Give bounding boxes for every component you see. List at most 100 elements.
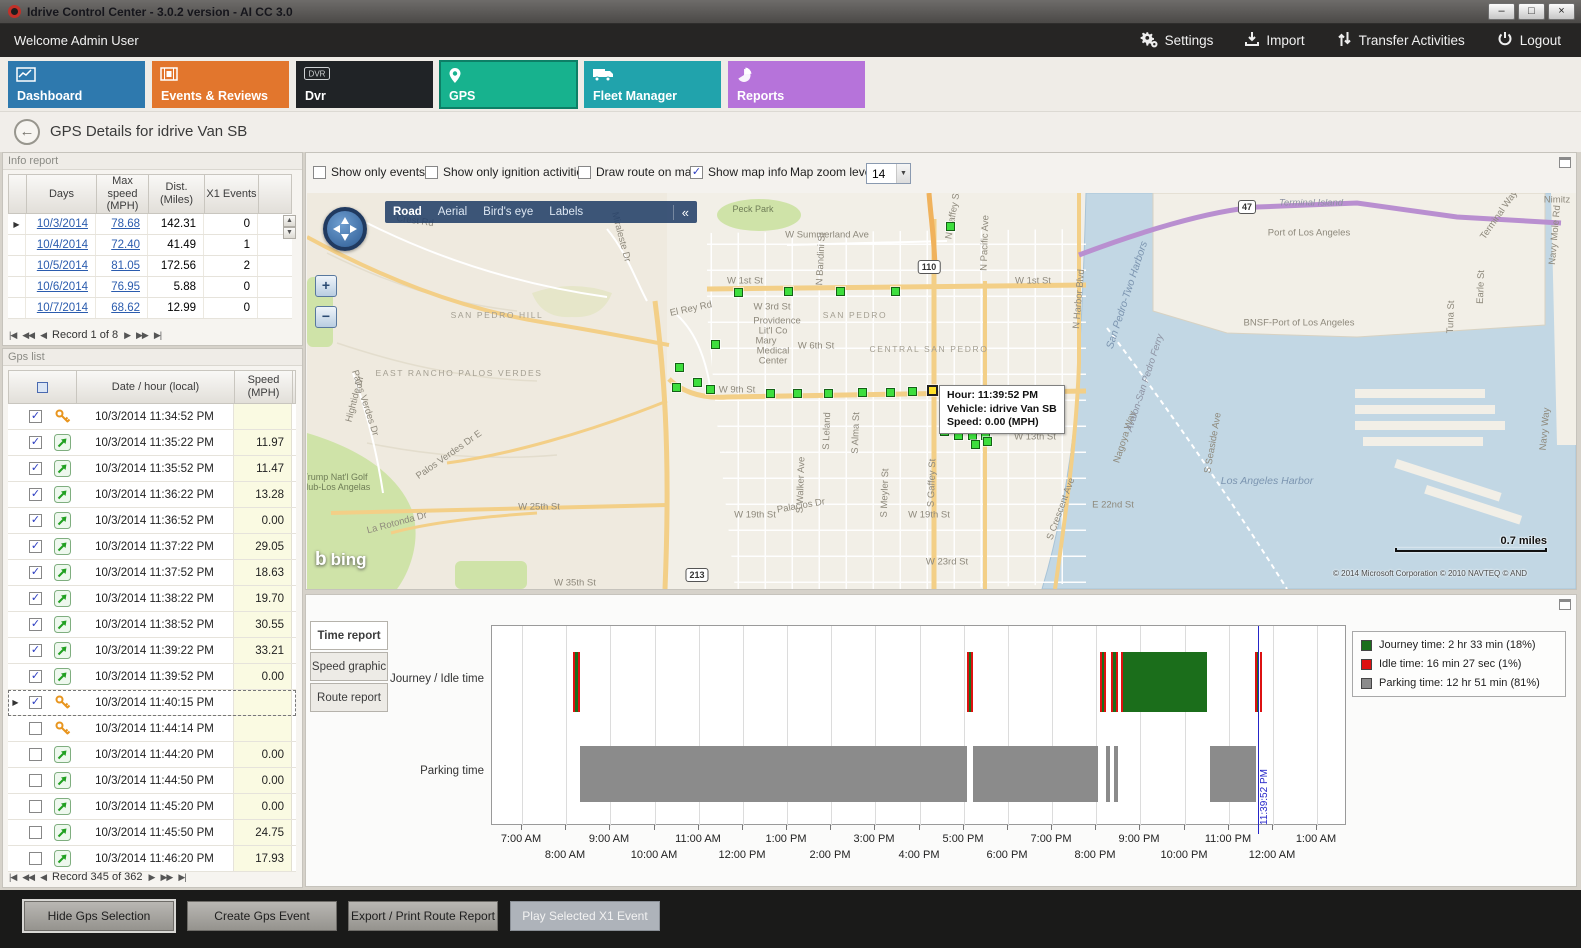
map-option-checkbox[interactable]: ✓ [690, 165, 703, 179]
map-zoom-select[interactable]: 14 ▼ [866, 163, 911, 184]
row-checkbox[interactable]: ✓ [29, 644, 42, 657]
map-option-1[interactable]: Show only events [313, 165, 425, 179]
day-link[interactable]: 10/7/2014 [26, 298, 96, 318]
row-checkbox[interactable]: ✓ [29, 670, 42, 683]
gps-row[interactable]: ✓ 10/3/2014 11:37:52 PM 18.63 [8, 560, 296, 586]
gps-point-marker[interactable] [908, 387, 917, 396]
map-view-bird-s-eye[interactable]: Bird's eye [483, 206, 534, 218]
tab-speed-graphic[interactable]: Speed graphic [310, 652, 388, 681]
collapse-viewbar-icon[interactable]: « [672, 204, 689, 220]
table-row[interactable]: 10/4/2014 72.40 41.49 1 [8, 235, 292, 256]
gps-row[interactable]: ✓ 10/3/2014 11:35:52 PM 11.47 [8, 456, 296, 482]
column-header-datetime[interactable]: Date / hour (local) [77, 371, 235, 403]
scroll-down-icon[interactable]: ▼ [283, 227, 296, 239]
export-print-route-report-button[interactable]: Export / Print Route Report [348, 901, 498, 931]
gps-row[interactable]: ✓ 10/3/2014 11:37:22 PM 29.05 [8, 534, 296, 560]
pager-next-page-icon[interactable]: ▶▶ [160, 871, 173, 882]
table-row[interactable]: ▶ 10/3/2014 78.68 142.31 0 [8, 214, 292, 235]
gps-point-marker[interactable] [711, 340, 720, 349]
row-checkbox[interactable] [29, 774, 42, 787]
row-checkbox[interactable]: ✓ [29, 410, 42, 423]
gps-point-marker[interactable] [886, 388, 895, 397]
map-option-4[interactable]: ✓ Show map info [690, 165, 787, 179]
max-speed-link[interactable]: 78.68 [96, 214, 148, 234]
tab-route-report[interactable]: Route report [310, 683, 388, 712]
max-speed-link[interactable]: 81.05 [96, 256, 148, 276]
gps-point-marker[interactable] [824, 389, 833, 398]
map-view-labels[interactable]: Labels [549, 206, 584, 218]
map-option-checkbox[interactable] [578, 165, 591, 179]
column-header[interactable]: Dist. (Miles) [149, 175, 205, 213]
column-header[interactable]: Max speed (MPH) [97, 175, 149, 213]
row-checkbox[interactable]: ✓ [29, 436, 42, 449]
gps-row[interactable]: 10/3/2014 11:44:50 PM 0.00 [8, 768, 296, 794]
transfer-action[interactable]: Transfer Activities [1337, 31, 1465, 50]
gps-row[interactable]: 10/3/2014 11:45:50 PM 24.75 [8, 820, 296, 846]
tab-reports[interactable]: Reports [728, 61, 865, 108]
map-option-checkbox[interactable] [313, 165, 326, 179]
gps-row[interactable]: 10/3/2014 11:46:20 PM 17.93 [8, 846, 296, 872]
gps-point-marker[interactable] [793, 389, 802, 398]
pager-next-icon[interactable]: ▶ [148, 871, 156, 882]
minimize-button[interactable]: – [1488, 3, 1515, 20]
table-row[interactable]: 10/7/2014 68.62 12.99 0 [8, 298, 292, 319]
column-header[interactable]: X1 Events [205, 175, 259, 213]
hide-gps-selection-button[interactable]: Hide Gps Selection [24, 901, 174, 931]
row-checkbox[interactable] [29, 852, 42, 865]
settings-action[interactable]: Settings [1139, 31, 1213, 51]
pager-prev-icon[interactable]: ◀ [40, 329, 47, 340]
max-speed-link[interactable]: 72.40 [96, 235, 148, 255]
gps-point-marker[interactable] [766, 389, 775, 398]
gps-point-marker[interactable] [734, 288, 743, 297]
pager-prev-page-icon[interactable]: ◀◀ [22, 329, 35, 340]
back-button[interactable]: ← [14, 119, 40, 145]
gps-row[interactable]: ✓ 10/3/2014 11:38:22 PM 19.70 [8, 586, 296, 612]
gps-row[interactable]: ▶ ✓ 10/3/2014 11:40:15 PM [8, 690, 296, 716]
pager-last-icon[interactable]: ▶| [178, 871, 186, 882]
gps-point-marker[interactable] [784, 287, 793, 296]
row-checkbox[interactable] [29, 826, 42, 839]
tab-dashboard[interactable]: Dashboard [8, 61, 145, 108]
info-table-scrollbar[interactable]: ▲ ▼ [283, 215, 296, 239]
tab-fleet[interactable]: Fleet Manager [584, 61, 721, 108]
row-checkbox[interactable] [29, 800, 42, 813]
gps-point-marker[interactable] [946, 222, 955, 231]
play-selected-x1-event-button[interactable]: Play Selected X1 Event [510, 901, 660, 931]
gps-row[interactable]: 10/3/2014 11:44:14 PM [8, 716, 296, 742]
tab-time-report[interactable]: Time report [310, 621, 388, 650]
row-checkbox[interactable]: ✓ [29, 540, 42, 553]
map-viewport[interactable]: Road Aerial Bird's eye Labels « + − Peck Par… [307, 193, 1576, 589]
maximize-button[interactable]: □ [1518, 3, 1545, 20]
selected-gps-point-marker[interactable] [927, 385, 938, 396]
map-panel-maximize-icon[interactable] [1559, 157, 1571, 168]
table-row[interactable]: 10/6/2014 76.95 5.88 0 [8, 277, 292, 298]
time-report-maximize-icon[interactable] [1559, 599, 1571, 610]
gps-point-marker[interactable] [675, 363, 684, 372]
gps-row[interactable]: 10/3/2014 11:45:20 PM 0.00 [8, 794, 296, 820]
gps-point-marker[interactable] [891, 287, 900, 296]
day-link[interactable]: 10/4/2014 [26, 235, 96, 255]
map-option-3[interactable]: Draw route on map [578, 165, 698, 179]
table-row[interactable]: 10/5/2014 81.05 172.56 2 [8, 256, 292, 277]
max-speed-link[interactable]: 76.95 [96, 277, 148, 297]
row-checkbox[interactable]: ✓ [29, 592, 42, 605]
tab-dvr[interactable]: DVR Dvr [296, 61, 433, 108]
column-header-speed[interactable]: Speed (MPH) [235, 371, 293, 403]
day-link[interactable]: 10/6/2014 [26, 277, 96, 297]
row-checkbox[interactable]: ✓ [29, 566, 42, 579]
day-link[interactable]: 10/5/2014 [26, 256, 96, 276]
gps-row[interactable]: ✓ 10/3/2014 11:36:52 PM 0.00 [8, 508, 296, 534]
gps-row[interactable]: ✓ 10/3/2014 11:39:22 PM 33.21 [8, 638, 296, 664]
gps-row[interactable]: ✓ 10/3/2014 11:34:52 PM [8, 404, 296, 430]
row-checkbox[interactable]: ✓ [29, 488, 42, 501]
gps-row[interactable]: ✓ 10/3/2014 11:38:52 PM 30.55 [8, 612, 296, 638]
pager-prev-page-icon[interactable]: ◀◀ [22, 871, 35, 882]
column-header[interactable]: Days [27, 175, 97, 213]
tab-gps[interactable]: GPS [439, 60, 578, 109]
close-button[interactable]: × [1548, 3, 1575, 20]
row-checkbox[interactable]: ✓ [29, 696, 42, 709]
create-gps-event-button[interactable]: Create Gps Event [187, 901, 337, 931]
max-speed-link[interactable]: 68.62 [96, 298, 148, 318]
gps-point-marker[interactable] [706, 385, 715, 394]
row-checkbox[interactable]: ✓ [29, 514, 42, 527]
